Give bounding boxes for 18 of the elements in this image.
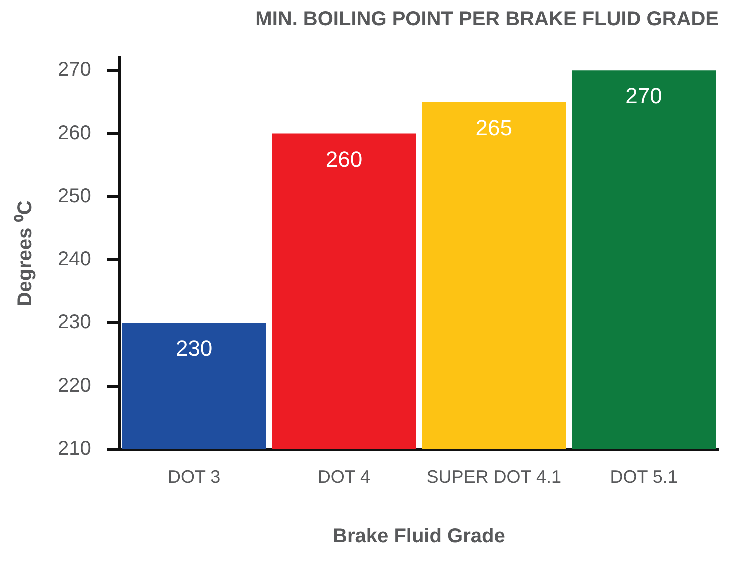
data-label: 260	[326, 146, 363, 172]
y-tick-label: 270	[58, 59, 92, 82]
x-tick-label: DOT 3	[168, 467, 221, 488]
y-tick-label: 230	[58, 312, 92, 334]
y-tick-label: 260	[58, 122, 92, 144]
x-tick-label: DOT 5.1	[610, 467, 678, 488]
y-tick-label: 210	[58, 438, 92, 460]
y-axis-title: Degrees ⁰C	[14, 200, 37, 307]
data-label: 270	[626, 84, 662, 109]
y-tick-label: 220	[58, 374, 92, 397]
data-label: 265	[476, 115, 512, 140]
x-axis-title: Brake Fluid Grade	[333, 526, 506, 548]
y-tick-label: 250	[58, 185, 92, 208]
data-label: 230	[176, 336, 213, 362]
chart-title: MIN. BOILING POINT PER BRAKE FLUID GRADE	[256, 8, 719, 31]
x-tick-label: SUPER DOT 4.1	[426, 467, 562, 488]
x-tick-label: DOT 4	[318, 467, 371, 488]
y-tick-label: 240	[58, 248, 92, 271]
